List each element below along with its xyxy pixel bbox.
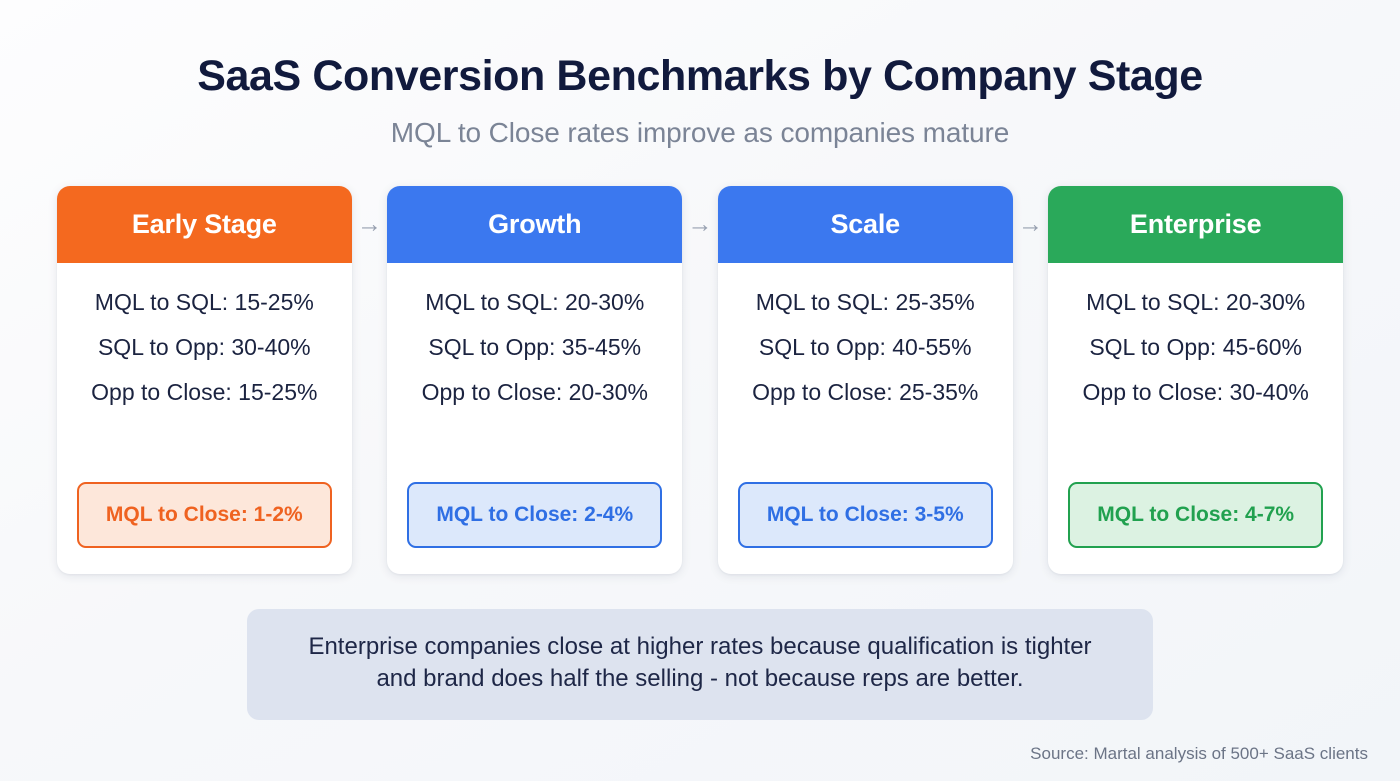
insight-callout: Enterprise companies close at higher rat… <box>247 609 1153 721</box>
stage-card-footer: MQL to Close: 3-5% <box>718 482 1013 574</box>
metric-opp-to-close: Opp to Close: 25-35% <box>752 379 979 406</box>
source-attribution: Source: Martal analysis of 500+ SaaS cli… <box>1030 744 1368 763</box>
stage-card-header: Early Stage <box>57 186 352 264</box>
stage-card-footer: MQL to Close: 1-2% <box>57 482 352 574</box>
metric-mql-to-sql: MQL to SQL: 25-35% <box>755 289 975 316</box>
callout-wrapper: Enterprise companies close at higher rat… <box>0 609 1400 721</box>
stage-card-metrics: MQL to SQL: 20-30% SQL to Opp: 45-60% Op… <box>1048 263 1343 482</box>
arrow-right-icon: → <box>357 210 383 239</box>
metric-mql-to-sql: MQL to SQL: 20-30% <box>425 289 645 316</box>
stage-card-enterprise[interactable]: Enterprise MQL to SQL: 20-30% SQL to Opp… <box>1048 186 1343 575</box>
stage-card-header: Enterprise <box>1048 186 1343 264</box>
metric-opp-to-close: Opp to Close: 30-40% <box>1082 379 1309 406</box>
stage-card-header: Scale <box>717 186 1013 264</box>
mql-to-close-badge: MQL to Close: 2-4% <box>407 482 663 549</box>
arrow-right-icon: → <box>687 210 713 239</box>
stage-card-scale[interactable]: Scale MQL to SQL: 25-35% SQL to Opp: 40-… <box>717 186 1013 575</box>
stage-card-growth[interactable]: Growth MQL to SQL: 20-30% SQL to Opp: 35… <box>387 186 683 575</box>
metric-sql-to-opp: SQL to Opp: 45-60% <box>1089 334 1302 361</box>
stage-card-early-stage[interactable]: Early Stage MQL to SQL: 15-25% SQL to Op… <box>57 186 352 575</box>
page-subtitle: MQL to Close rates improve as companies … <box>390 117 1010 149</box>
metric-opp-to-close: Opp to Close: 15-25% <box>91 379 318 406</box>
header: SaaS Conversion Benchmarks by Company St… <box>0 0 1400 149</box>
stage-card-metrics: MQL to SQL: 20-30% SQL to Opp: 35-45% Op… <box>387 263 682 482</box>
stage-card-metrics: MQL to SQL: 25-35% SQL to Opp: 40-55% Op… <box>718 263 1013 482</box>
page-title: SaaS Conversion Benchmarks by Company St… <box>197 52 1203 100</box>
metric-mql-to-sql: MQL to SQL: 20-30% <box>1086 289 1306 316</box>
mql-to-close-badge: MQL to Close: 4-7% <box>1068 482 1323 549</box>
mql-to-close-badge: MQL to Close: 1-2% <box>77 482 332 549</box>
metric-mql-to-sql: MQL to SQL: 15-25% <box>94 289 314 316</box>
stage-card-footer: MQL to Close: 4-7% <box>1048 482 1343 574</box>
metric-sql-to-opp: SQL to Opp: 35-45% <box>428 334 642 361</box>
mql-to-close-badge: MQL to Close: 3-5% <box>737 482 993 549</box>
metric-sql-to-opp: SQL to Opp: 30-40% <box>97 334 311 361</box>
metric-sql-to-opp: SQL to Opp: 40-55% <box>758 334 972 361</box>
metric-opp-to-close: Opp to Close: 20-30% <box>421 379 648 406</box>
stage-cards-row: Early Stage MQL to SQL: 15-25% SQL to Op… <box>0 186 1400 575</box>
arrow-right-icon: → <box>1017 210 1043 239</box>
stage-card-footer: MQL to Close: 2-4% <box>387 482 682 574</box>
stage-card-metrics: MQL to SQL: 15-25% SQL to Opp: 30-40% Op… <box>57 263 352 482</box>
stage-card-header: Growth <box>387 186 683 264</box>
